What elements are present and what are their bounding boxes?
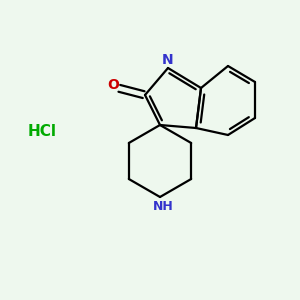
Text: HCl: HCl — [28, 124, 56, 140]
Text: NH: NH — [153, 200, 173, 212]
Text: N: N — [162, 53, 174, 67]
Text: O: O — [107, 78, 119, 92]
